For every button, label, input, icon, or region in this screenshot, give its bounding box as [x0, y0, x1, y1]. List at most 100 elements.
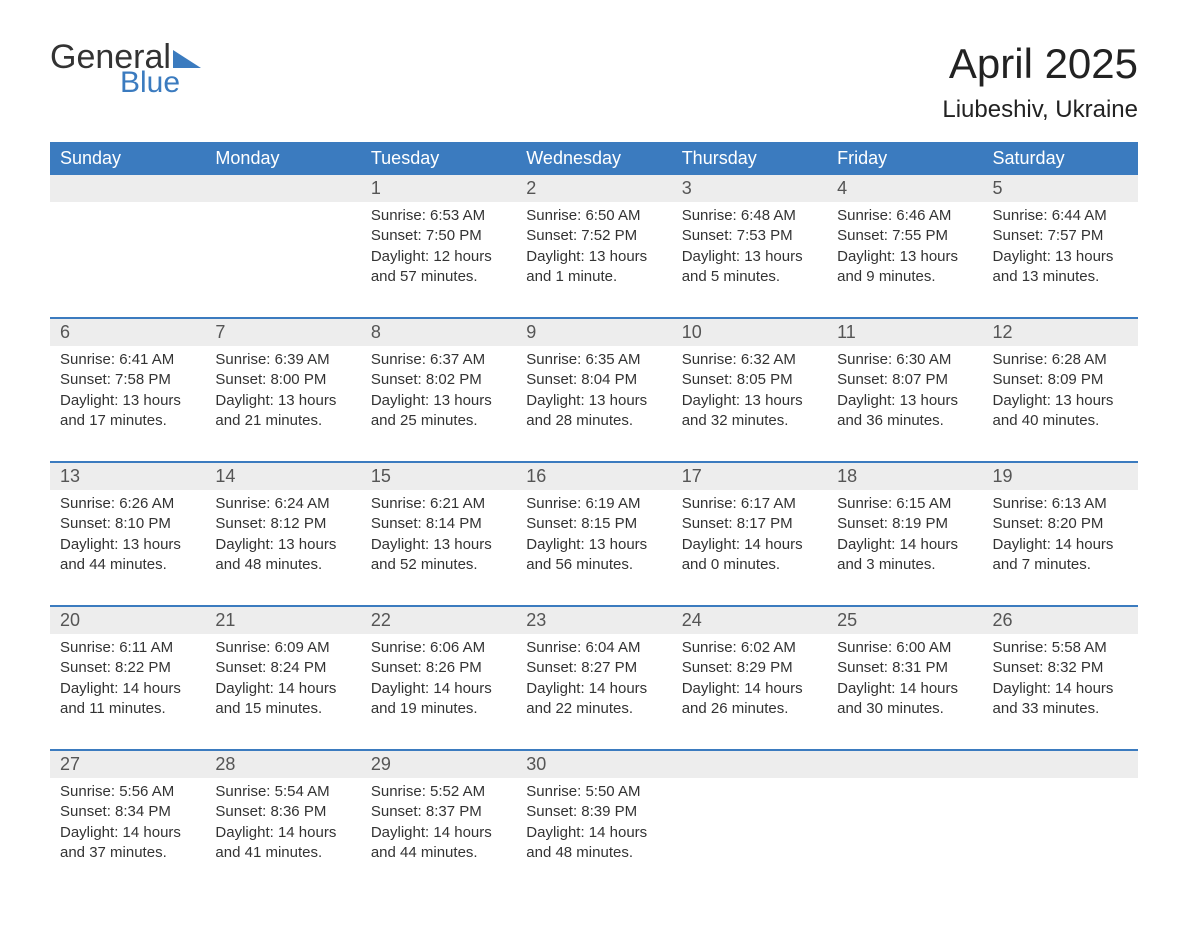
- day-cell: 2: [516, 175, 671, 202]
- day-dl1: Daylight: 14 hours: [993, 535, 1128, 555]
- day-cell: 28: [205, 750, 360, 778]
- day-cell: [50, 175, 205, 202]
- day-sunset: Sunset: 7:57 PM: [993, 226, 1128, 246]
- day-body-cell: Sunrise: 6:53 AMSunset: 7:50 PMDaylight:…: [361, 202, 516, 318]
- day-body-cell: [672, 778, 827, 893]
- day-details: Sunrise: 6:35 AMSunset: 8:04 PMDaylight:…: [516, 346, 671, 461]
- day-body-cell: Sunrise: 6:24 AMSunset: 8:12 PMDaylight:…: [205, 490, 360, 606]
- day-dl1: Daylight: 13 hours: [837, 247, 972, 267]
- day-dl1: Daylight: 13 hours: [526, 391, 661, 411]
- day-details: Sunrise: 6:00 AMSunset: 8:31 PMDaylight:…: [827, 634, 982, 749]
- day-details: Sunrise: 6:02 AMSunset: 8:29 PMDaylight:…: [672, 634, 827, 749]
- day-dl2: and 37 minutes.: [60, 843, 195, 863]
- day-cell: 15: [361, 462, 516, 490]
- day-sunrise: Sunrise: 6:11 AM: [60, 638, 195, 658]
- day-dl1: Daylight: 14 hours: [60, 679, 195, 699]
- day-dl2: and 0 minutes.: [682, 555, 817, 575]
- day-body-cell: [827, 778, 982, 893]
- calendar-table: Sunday Monday Tuesday Wednesday Thursday…: [50, 142, 1138, 893]
- day-number: 17: [672, 463, 827, 490]
- day-cell: 16: [516, 462, 671, 490]
- day-dl1: Daylight: 14 hours: [371, 823, 506, 843]
- day-details: Sunrise: 6:19 AMSunset: 8:15 PMDaylight:…: [516, 490, 671, 605]
- week-body-row: Sunrise: 6:53 AMSunset: 7:50 PM Daylight:…: [50, 202, 1138, 318]
- day-body-cell: Sunrise: 5:50 AMSunset: 8:39 PMDaylight:…: [516, 778, 671, 893]
- day-sunrise: Sunrise: 5:52 AM: [371, 782, 506, 802]
- day-details: [827, 778, 982, 878]
- day-dl2: and 9 minutes.: [837, 267, 972, 287]
- day-header: Tuesday: [361, 142, 516, 175]
- day-dl1: Daylight: 13 hours: [837, 391, 972, 411]
- day-body-cell: Sunrise: 6:35 AMSunset: 8:04 PMDaylight:…: [516, 346, 671, 462]
- day-sunrise: Sunrise: 6:13 AM: [993, 494, 1128, 514]
- day-body-cell: Sunrise: 6:32 AMSunset: 8:05 PMDaylight:…: [672, 346, 827, 462]
- day-sunrise: Sunrise: 6:09 AM: [215, 638, 350, 658]
- day-sunrise: Sunrise: 6:37 AM: [371, 350, 506, 370]
- day-dl1: Daylight: 13 hours: [993, 391, 1128, 411]
- day-number: 16: [516, 463, 671, 490]
- day-sunset: Sunset: 7:58 PM: [60, 370, 195, 390]
- day-details: Sunrise: 6:09 AMSunset: 8:24 PMDaylight:…: [205, 634, 360, 749]
- day-sunset: Sunset: 8:04 PM: [526, 370, 661, 390]
- day-details: Sunrise: 5:52 AMSunset: 8:37 PMDaylight:…: [361, 778, 516, 893]
- week-body-row: Sunrise: 6:26 AMSunset: 8:10 PMDaylight:…: [50, 490, 1138, 606]
- day-number: 4: [827, 175, 982, 202]
- day-number: 8: [361, 319, 516, 346]
- day-details: Sunrise: 6:41 AMSunset: 7:58 PMDaylight:…: [50, 346, 205, 461]
- day-cell: [827, 750, 982, 778]
- day-number: 7: [205, 319, 360, 346]
- day-sunset: Sunset: 8:09 PM: [993, 370, 1128, 390]
- day-dl2: and 1 minute.: [526, 267, 661, 287]
- day-header-row: Sunday Monday Tuesday Wednesday Thursday…: [50, 142, 1138, 175]
- day-number: 26: [983, 607, 1138, 634]
- day-number: 14: [205, 463, 360, 490]
- day-dl2: and 33 minutes.: [993, 699, 1128, 719]
- day-body-cell: Sunrise: 5:52 AMSunset: 8:37 PMDaylight:…: [361, 778, 516, 893]
- day-dl2: and 5 minutes.: [682, 267, 817, 287]
- day-dl1: Daylight: 13 hours: [215, 391, 350, 411]
- day-number: 19: [983, 463, 1138, 490]
- day-number: 10: [672, 319, 827, 346]
- day-body-cell: Sunrise: 6:04 AMSunset: 8:27 PMDaylight:…: [516, 634, 671, 750]
- day-dl2: and 22 minutes.: [526, 699, 661, 719]
- day-details: Sunrise: 6:21 AMSunset: 8:14 PMDaylight:…: [361, 490, 516, 605]
- day-sunrise: Sunrise: 5:58 AM: [993, 638, 1128, 658]
- day-dl1: Daylight: 14 hours: [526, 679, 661, 699]
- day-dl1: Daylight: 14 hours: [682, 535, 817, 555]
- day-cell: 24: [672, 606, 827, 634]
- day-sunrise: Sunrise: 6:04 AM: [526, 638, 661, 658]
- day-cell: 18: [827, 462, 982, 490]
- day-dl1: Daylight: 13 hours: [526, 535, 661, 555]
- day-dl1: Daylight: 13 hours: [60, 535, 195, 555]
- week-daynum-row: 20212223242526: [50, 606, 1138, 634]
- day-sunrise: Sunrise: 6:53 AM: [371, 206, 506, 226]
- day-dl1: Daylight: 13 hours: [215, 535, 350, 555]
- day-dl1: Daylight: 14 hours: [215, 823, 350, 843]
- day-cell: 20: [50, 606, 205, 634]
- day-sunset: Sunset: 8:27 PM: [526, 658, 661, 678]
- day-sunrise: Sunrise: 6:19 AM: [526, 494, 661, 514]
- day-number: 18: [827, 463, 982, 490]
- day-dl1: Daylight: 14 hours: [215, 679, 350, 699]
- day-sunset: Sunset: 8:26 PM: [371, 658, 506, 678]
- day-sunrise: Sunrise: 6:17 AM: [682, 494, 817, 514]
- day-body-cell: Sunrise: 6:13 AMSunset: 8:20 PMDaylight:…: [983, 490, 1138, 606]
- day-sunset: Sunset: 7:50 PM: [371, 226, 506, 246]
- day-number: 11: [827, 319, 982, 346]
- day-sunrise: Sunrise: 6:28 AM: [993, 350, 1128, 370]
- day-body-cell: Sunrise: 6:50 AMSunset: 7:52 PMDaylight:…: [516, 202, 671, 318]
- day-sunrise: Sunrise: 6:41 AM: [60, 350, 195, 370]
- day-body-cell: Sunrise: 6:17 AMSunset: 8:17 PMDaylight:…: [672, 490, 827, 606]
- day-cell: [205, 175, 360, 202]
- day-sunset: Sunset: 8:19 PM: [837, 514, 972, 534]
- day-dl1: Daylight: 13 hours: [371, 535, 506, 555]
- day-dl2: and 13 minutes.: [993, 267, 1128, 287]
- day-details: Sunrise: 6:11 AMSunset: 8:22 PMDaylight:…: [50, 634, 205, 749]
- day-dl1: Daylight: 13 hours: [60, 391, 195, 411]
- day-sunset: Sunset: 8:00 PM: [215, 370, 350, 390]
- week-daynum-row: 13141516171819: [50, 462, 1138, 490]
- day-sunset: Sunset: 8:05 PM: [682, 370, 817, 390]
- day-cell: 12: [983, 318, 1138, 346]
- day-cell: 5: [983, 175, 1138, 202]
- day-dl2: and 36 minutes.: [837, 411, 972, 431]
